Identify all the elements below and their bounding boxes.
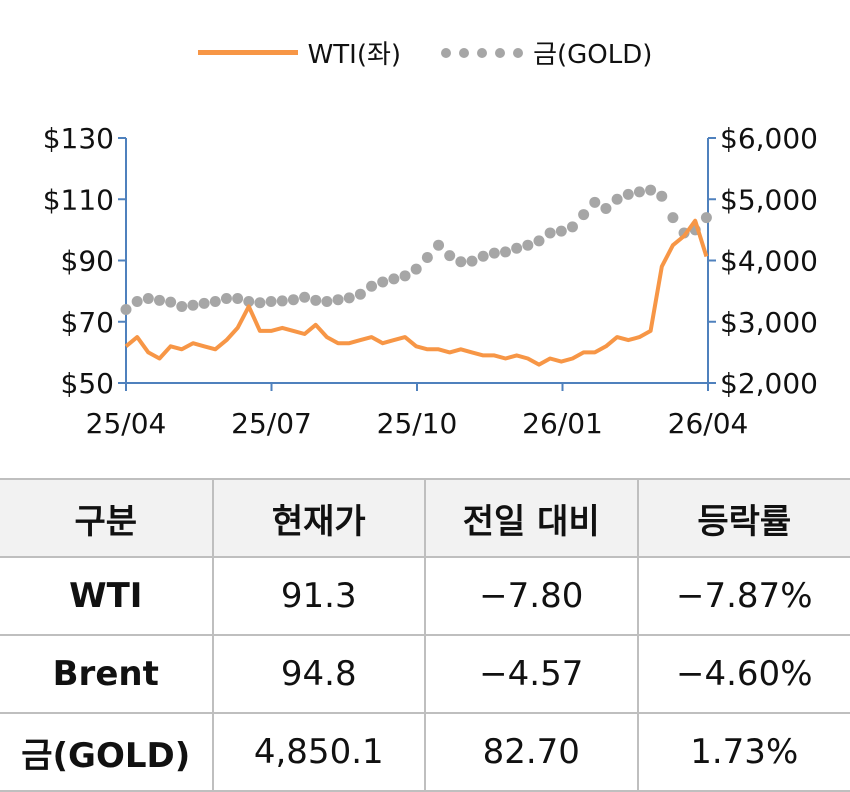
gold-point	[199, 298, 210, 309]
tick-labels: $50 $70 $90 $110 $130 $2,000 $3,000 $4,000 $5,00…	[43, 122, 818, 440]
y-right-tick-label: $6,000	[720, 122, 818, 155]
y-left-tick-label: $130	[43, 122, 114, 155]
legend-gold-label: 금(GOLD)	[533, 34, 652, 71]
gold-point	[366, 281, 377, 292]
gold-point	[500, 246, 511, 257]
table-row: Brent 94.8 −4.57 −4.60%	[0, 635, 850, 713]
gold-point	[433, 240, 444, 251]
wti-line	[126, 221, 706, 365]
gold-point	[187, 300, 198, 311]
table-row: 금(GOLD) 4,850.1 82.70 1.73%	[0, 713, 850, 791]
gold-point	[344, 292, 355, 303]
gold-point	[388, 273, 399, 284]
gold-point	[411, 264, 422, 275]
x-tick-label: 25/04	[86, 407, 167, 440]
cell-change: −4.57	[425, 635, 638, 713]
y-left-tick-label: $70	[61, 306, 114, 339]
cell-rate: 1.73%	[638, 713, 850, 791]
gold-point	[634, 186, 645, 197]
gold-point	[377, 276, 388, 287]
y-left-tick-label: $110	[43, 183, 114, 216]
gold-point	[478, 251, 489, 262]
gold-point	[522, 240, 533, 251]
gold-point	[321, 296, 332, 307]
gold-point	[455, 256, 466, 267]
gold-point	[444, 250, 455, 261]
header-category: 구분	[0, 479, 213, 557]
cell-rate: −4.60%	[638, 635, 850, 713]
gold-point	[600, 203, 611, 214]
chart-legend: WTI(좌) 금(GOLD)	[0, 34, 850, 71]
gold-point	[645, 185, 656, 196]
y-right-tick-label: $3,000	[720, 306, 818, 339]
gold-point	[299, 292, 310, 303]
gold-point	[567, 221, 578, 232]
gold-point	[277, 295, 288, 306]
gold-point	[667, 212, 678, 223]
cell-price: 4,850.1	[213, 713, 426, 791]
price-table: 구분 현재가 전일 대비 등락률 WTI 91.3 −7.80 −7.87% B…	[0, 478, 850, 792]
gold-point	[121, 304, 132, 315]
x-tick-label: 26/04	[668, 407, 749, 440]
gold-point	[210, 296, 221, 307]
x-tick-label: 25/10	[377, 407, 458, 440]
gold-point	[232, 293, 243, 304]
gold-point	[623, 189, 634, 200]
gold-point	[333, 294, 344, 305]
gold-point	[656, 191, 667, 202]
x-tick-label: 26/01	[522, 407, 603, 440]
table-header-row: 구분 현재가 전일 대비 등락률	[0, 479, 850, 557]
row-label: Brent	[0, 635, 213, 713]
header-current-price: 현재가	[213, 479, 426, 557]
gold-point	[589, 197, 600, 208]
gold-point	[422, 252, 433, 263]
gold-point	[310, 295, 321, 306]
gold-point	[221, 293, 232, 304]
cell-price: 91.3	[213, 557, 426, 635]
cell-rate: −7.87%	[638, 557, 850, 635]
y-right-tick-label: $5,000	[720, 183, 818, 216]
gold-point	[578, 209, 589, 220]
legend-gold: 금(GOLD)	[441, 34, 652, 71]
y-right-tick-label: $2,000	[720, 367, 818, 400]
wti-series	[126, 221, 706, 365]
cell-price: 94.8	[213, 635, 426, 713]
gold-point	[511, 243, 522, 254]
row-label: 금(GOLD)	[0, 713, 213, 791]
cell-change: −7.80	[425, 557, 638, 635]
legend-gold-swatch	[441, 48, 523, 58]
gold-point	[176, 301, 187, 312]
cell-change: 82.70	[425, 713, 638, 791]
gold-point	[154, 295, 165, 306]
legend-wti: WTI(좌)	[198, 34, 401, 71]
gold-point	[288, 294, 299, 305]
y-left-tick-label: $50	[61, 367, 114, 400]
legend-wti-label: WTI(좌)	[308, 34, 401, 71]
gold-point	[467, 256, 478, 267]
gold-point	[254, 297, 265, 308]
gold-point	[533, 235, 544, 246]
gold-point	[400, 270, 411, 281]
y-left-tick-label: $90	[61, 245, 114, 278]
gold-point	[355, 289, 366, 300]
gold-point	[165, 297, 176, 308]
row-label: WTI	[0, 557, 213, 635]
gold-point	[132, 296, 143, 307]
legend-wti-swatch	[198, 50, 298, 55]
gold-point	[545, 227, 556, 238]
gold-point	[143, 293, 154, 304]
header-change-rate: 등락률	[638, 479, 850, 557]
gold-point	[612, 194, 623, 205]
gold-series	[121, 185, 712, 315]
table-row: WTI 91.3 −7.80 −7.87%	[0, 557, 850, 635]
header-change: 전일 대비	[425, 479, 638, 557]
gold-point	[556, 226, 567, 237]
y-right-tick-label: $4,000	[720, 245, 818, 278]
gold-point	[489, 248, 500, 259]
x-tick-label: 25/07	[231, 407, 312, 440]
gold-point	[701, 212, 712, 223]
gold-point	[266, 296, 277, 307]
